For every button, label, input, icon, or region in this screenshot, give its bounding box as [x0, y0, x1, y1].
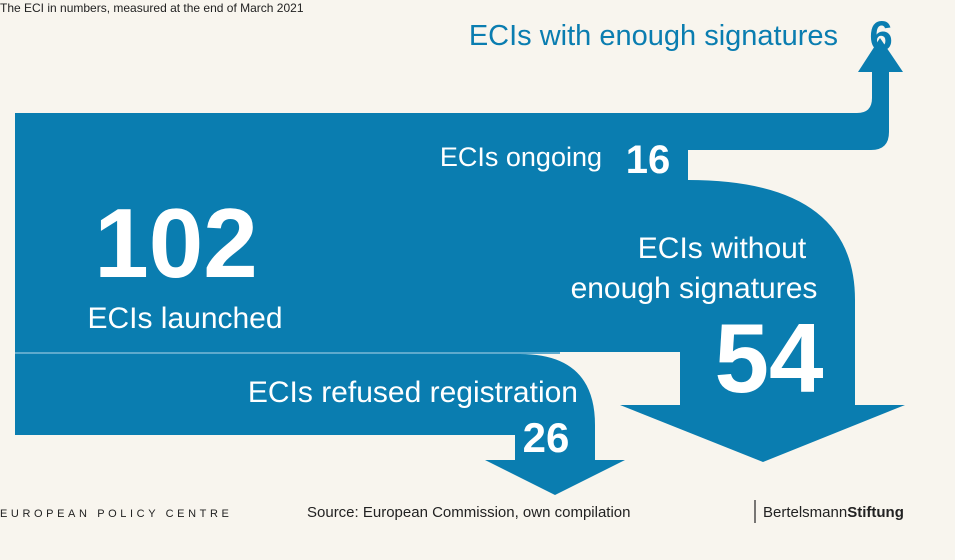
node-label: enough signatures [571, 272, 818, 305]
node-label: ECIs with enough signatures [469, 20, 838, 52]
footer-source: Source: European Commission, own compila… [307, 504, 631, 521]
flow-refused [15, 354, 625, 495]
brand-bold: Stiftung [847, 504, 904, 521]
node-number: 26 [523, 414, 570, 461]
node-number: 6 [869, 12, 892, 59]
subtitle: The ECI in numbers, measured at the end … [0, 1, 304, 15]
node-label: ECIs ongoing [440, 142, 602, 172]
flow-enough-signatures [15, 38, 903, 150]
footer-brand: BertelsmannStiftung [763, 504, 904, 521]
node-label: ECIs launched [87, 302, 282, 335]
node-number: 102 [94, 188, 258, 298]
brand: Bertelsmann [763, 504, 847, 521]
footer-left: EUROPEAN POLICY CENTRE [0, 508, 232, 520]
flow-without-enough [15, 150, 905, 462]
node-label: ECIs refused registration [248, 376, 578, 409]
node-number: 54 [714, 303, 823, 413]
node-label: ECIs without [638, 232, 807, 265]
node-number: 16 [626, 138, 671, 182]
